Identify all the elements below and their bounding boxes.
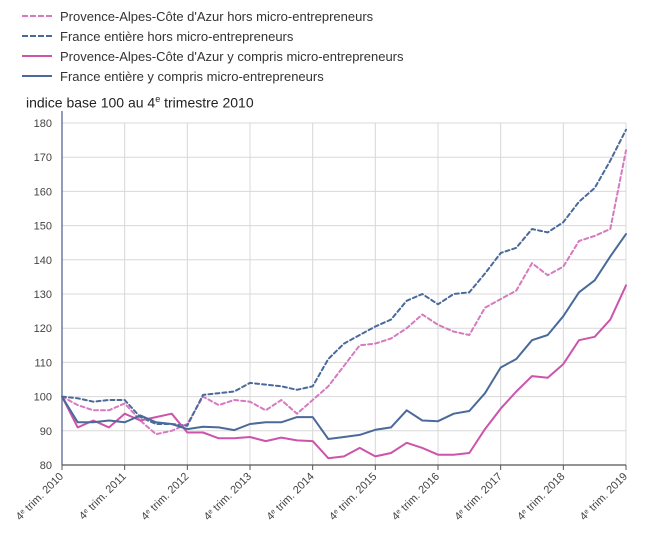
x-tick-label: 4e trim. 2013: [202, 471, 254, 523]
x-tick-label: 4e trim. 2011: [77, 471, 129, 523]
y-tick-label: 80: [40, 460, 52, 472]
legend-swatch-france-hors-micro: [22, 35, 52, 37]
legend-swatch-paca-hors-micro: [22, 15, 52, 17]
x-tick-label: 4e trim. 2019: [578, 471, 630, 523]
legend: Provence-Alpes-Côte d'Azur hors micro-en…: [22, 6, 404, 86]
legend-item-france-y-compris-micro: France entière y compris micro-entrepren…: [22, 66, 404, 86]
y-tick-label: 160: [34, 186, 52, 198]
y-axis-unit-label: indice base 100 au 4e trimestre 2010: [26, 94, 254, 111]
legend-label: France entière hors micro-entrepreneurs: [60, 28, 294, 44]
legend-swatch-france-y-compris-micro: [22, 75, 52, 77]
y-tick-label: 170: [34, 152, 52, 164]
legend-item-paca-y-compris-micro: Provence-Alpes-Côte d'Azur y compris mic…: [22, 46, 404, 66]
y-tick-label: 180: [34, 118, 52, 130]
legend-item-paca-hors-micro: Provence-Alpes-Côte d'Azur hors micro-en…: [22, 6, 404, 26]
y-tick-label: 90: [40, 426, 52, 438]
x-tick-label: 4e trim. 2010: [14, 471, 66, 523]
series-line-0: [61, 149, 627, 436]
series-line-1: [61, 128, 627, 427]
y-tick-label: 140: [34, 255, 52, 267]
y-tick-label: 150: [34, 221, 52, 233]
series-line-3: [61, 233, 627, 440]
legend-swatch-paca-y-compris-micro: [22, 55, 52, 57]
y-tick-label: 110: [34, 357, 52, 369]
legend-label: Provence-Alpes-Côte d'Azur y compris mic…: [60, 48, 404, 64]
x-tick-label: 4e trim. 2012: [139, 471, 191, 523]
series-line-2: [61, 284, 627, 460]
legend-label: Provence-Alpes-Côte d'Azur hors micro-en…: [60, 8, 374, 24]
y-tick-label: 120: [34, 323, 52, 335]
legend-item-france-hors-micro: France entière hors micro-entrepreneurs: [22, 26, 404, 46]
x-tick-label: 4e trim. 2016: [390, 471, 442, 523]
legend-label: France entière y compris micro-entrepren…: [60, 68, 324, 84]
x-tick-label: 4e trim. 2015: [327, 471, 379, 523]
y-tick-label: 130: [34, 289, 52, 301]
x-tick-label: 4e trim. 2017: [452, 471, 504, 523]
x-tick-label: 4e trim. 2018: [515, 471, 567, 523]
x-tick-label: 4e trim. 2014: [264, 471, 316, 523]
y-tick-label: 100: [34, 392, 52, 404]
